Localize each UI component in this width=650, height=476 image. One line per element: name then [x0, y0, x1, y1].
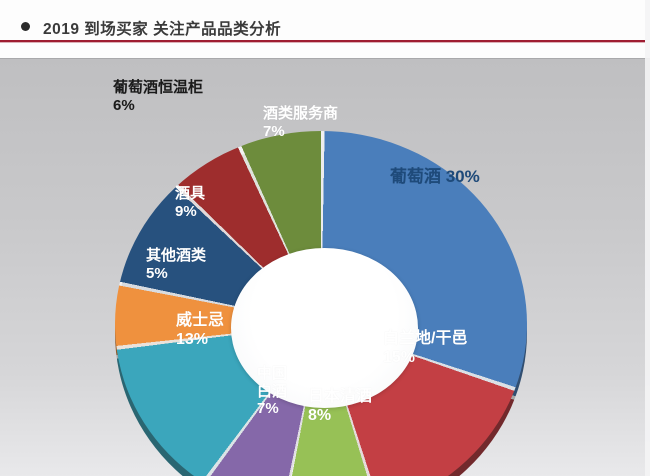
slide-header: 2019 到场买家 关注产品品类分析 [0, 0, 650, 58]
slice-label-3: 中国 白酒 7% [257, 365, 288, 418]
slide-title: 2019 到场买家 关注产品品类分析 [43, 21, 282, 38]
slice-label-0: 葡萄酒 30% [390, 167, 480, 186]
bullet-icon [21, 22, 30, 31]
slice-label-8: 酒类服务商 7% [263, 105, 339, 140]
slice-label-5: 其他酒类 5% [146, 247, 207, 282]
slice-label-6: 酒具 9% [175, 185, 206, 220]
right-edge-strip [645, 0, 650, 476]
donut-hole [231, 248, 418, 408]
slice-label-4: 威士忌 13% [176, 312, 225, 348]
slice-label-1: 白兰地/干邑 15% [383, 330, 468, 366]
header-rule [0, 40, 645, 42]
chart-area: 葡萄酒 30% 白兰地/干邑 15% 日本清酒 8% 中国 白酒 7% 威士忌 13% 其他酒类 5%… [0, 58, 650, 476]
slice-label-7: 葡萄酒恒温柜 6% [113, 79, 204, 114]
slice-label-2: 日本清酒 8% [308, 388, 373, 424]
